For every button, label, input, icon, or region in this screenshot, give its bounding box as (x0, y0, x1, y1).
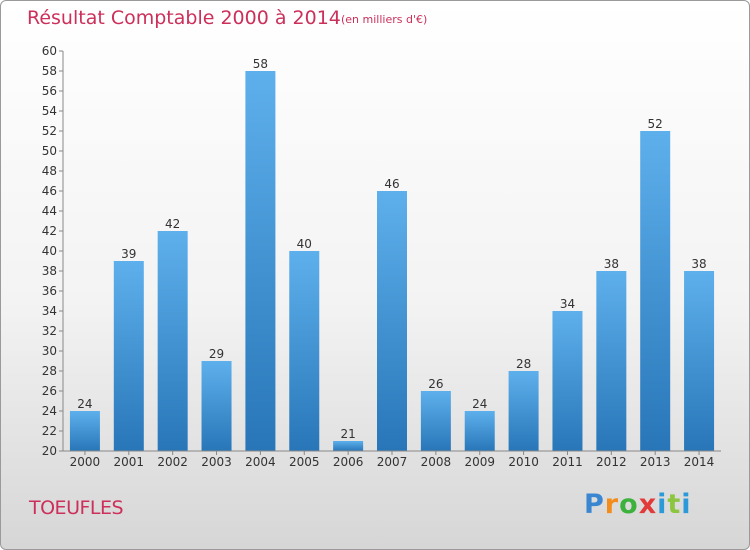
logo-letter: P (584, 489, 605, 520)
proxiti-logo[interactable]: Proxiti (584, 489, 692, 520)
x-tick-label: 2011 (552, 455, 583, 469)
bar-value-label: 58 (253, 57, 268, 71)
x-tick-label: 2001 (114, 455, 145, 469)
logo-letter: i (681, 489, 692, 520)
bar-2001 (113, 261, 144, 451)
y-tick-label: 20 (42, 444, 57, 458)
bar-value-label: 40 (297, 237, 312, 251)
bar-2011 (552, 311, 583, 451)
bar-value-label: 52 (648, 117, 663, 131)
axis-layer: 20 22 24 26 28 30 32 34 36 38 40 42 44 46 48 50 52 54 56 58… (42, 44, 721, 469)
bar-value-label: 39 (121, 247, 136, 261)
bar-value-label: 24 (77, 397, 92, 411)
bar-value-label: 21 (340, 427, 355, 441)
chart-title: Résultat Comptable 2000 à 2014 (27, 7, 341, 29)
x-tick-label: 2007 (377, 455, 408, 469)
y-tick-label: 48 (42, 164, 57, 178)
x-tick-label: 2010 (508, 455, 539, 469)
logo-letter: t (667, 489, 682, 520)
y-tick-label: 38 (42, 264, 57, 278)
y-tick-label: 50 (42, 144, 57, 158)
bar-2005 (289, 251, 320, 451)
bar-value-label: 38 (691, 257, 706, 271)
y-tick-label: 32 (42, 324, 57, 338)
y-tick-label: 56 (42, 84, 57, 98)
bar-value-label: 29 (209, 347, 224, 361)
x-tick-label: 2013 (640, 455, 671, 469)
bar-value-label: 38 (604, 257, 619, 271)
y-tick-label: 30 (42, 344, 57, 358)
x-tick-label: 2002 (157, 455, 188, 469)
y-tick-label: 40 (42, 244, 57, 258)
y-tick-label: 34 (42, 304, 57, 318)
bar-value-label: 24 (472, 397, 487, 411)
y-tick-label: 36 (42, 284, 57, 298)
bar-value-label: 42 (165, 217, 180, 231)
y-tick-label: 22 (42, 424, 57, 438)
x-tick-label: 2004 (245, 455, 276, 469)
y-tick-label: 44 (42, 204, 57, 218)
bar-2004 (245, 71, 276, 451)
bar-2012 (596, 271, 627, 451)
y-tick-label: 26 (42, 384, 57, 398)
x-tick-label: 2014 (684, 455, 715, 469)
y-tick-label: 52 (42, 124, 57, 138)
bar-2008 (420, 391, 451, 451)
bar-value-label: 34 (560, 297, 575, 311)
bars-layer: 24 39 42 29 58 40 21 46 26 24 28 34 38 52 38 (69, 57, 715, 451)
bar-2009 (464, 411, 495, 451)
x-tick-label: 2009 (464, 455, 495, 469)
chart-subtitle: (en milliers d'€) (341, 13, 428, 26)
y-tick-label: 42 (42, 224, 57, 238)
y-tick-label: 54 (42, 104, 57, 118)
logo-letter: x (638, 489, 658, 520)
logo-letter: r (604, 489, 620, 520)
bar-2006 (333, 441, 364, 451)
commune-name: TOEUFLES (29, 497, 124, 519)
x-tick-label: 2000 (70, 455, 101, 469)
y-tick-label: 24 (42, 404, 57, 418)
x-tick-label: 2003 (201, 455, 232, 469)
x-tick-label: 2005 (289, 455, 320, 469)
y-tick-label: 46 (42, 184, 57, 198)
y-tick-label: 60 (42, 44, 57, 58)
x-tick-label: 2008 (421, 455, 452, 469)
bar-2003 (201, 361, 232, 451)
bar-2007 (377, 191, 407, 451)
bar-value-label: 46 (384, 177, 399, 191)
x-tick-label: 2012 (596, 455, 627, 469)
bar-2002 (157, 231, 188, 451)
bar-2014 (684, 271, 715, 451)
bar-value-label: 26 (428, 377, 443, 391)
y-tick-label: 28 (42, 364, 57, 378)
bar-value-label: 28 (516, 357, 531, 371)
bar-2010 (508, 371, 539, 451)
y-tick-label: 58 (42, 64, 57, 78)
x-tick-label: 2006 (333, 455, 364, 469)
bar-2013 (640, 131, 671, 451)
logo-letter: i (657, 489, 668, 520)
bar-2000 (69, 411, 100, 451)
logo-letter: o (619, 489, 639, 520)
